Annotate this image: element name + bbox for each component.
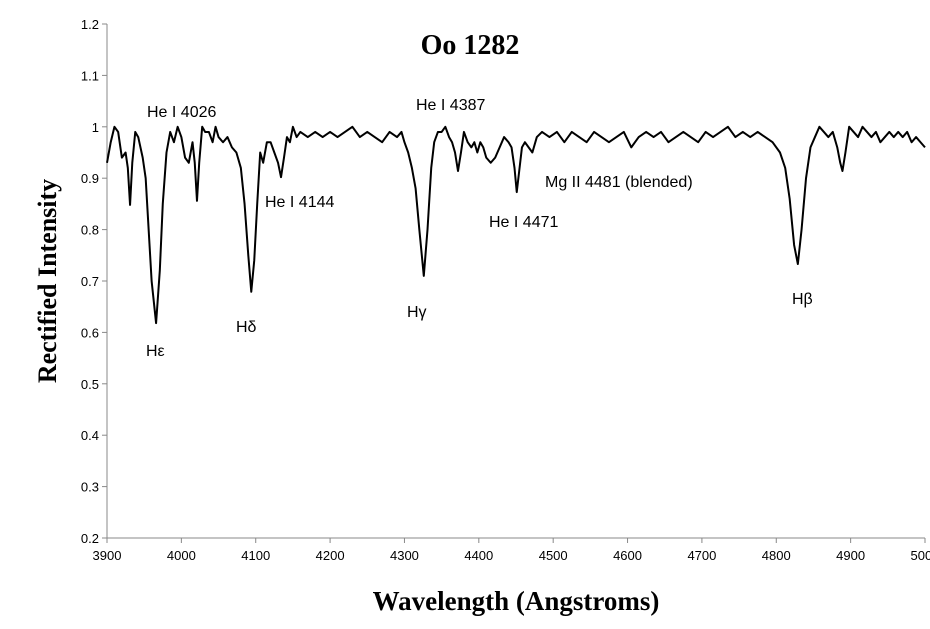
line-annotation: Mg II 4481 (blended) bbox=[545, 174, 693, 191]
y-tick-label: 0.4 bbox=[81, 428, 99, 443]
x-tick-label: 4500 bbox=[539, 548, 568, 563]
x-tick-label: 4400 bbox=[464, 548, 493, 563]
y-tick-label: 1.2 bbox=[81, 17, 99, 32]
line-annotation: He I 4144 bbox=[265, 194, 334, 211]
line-annotation: He I 4387 bbox=[416, 97, 485, 114]
spectrum-line bbox=[106, 125, 926, 325]
line-annotation: Hε bbox=[146, 343, 165, 360]
x-tick-label: 4300 bbox=[390, 548, 419, 563]
line-annotation: He I 4026 bbox=[147, 104, 216, 121]
y-tick-label: 0.7 bbox=[81, 274, 99, 289]
x-tick-label: 4100 bbox=[241, 548, 270, 563]
x-tick-label: 5000 bbox=[911, 548, 930, 563]
line-annotation: Hγ bbox=[407, 304, 427, 321]
x-tick-label: 4000 bbox=[167, 548, 196, 563]
chart-title: Oo 1282 bbox=[421, 30, 520, 61]
x-tick-label: 4900 bbox=[836, 548, 865, 563]
line-annotation: He I 4471 bbox=[489, 214, 558, 231]
y-axis-label: Rectified Intensity bbox=[33, 179, 62, 383]
x-tick-label: 4800 bbox=[762, 548, 791, 563]
y-tick-label: 1 bbox=[92, 120, 99, 135]
y-tick-label: 1.1 bbox=[81, 68, 99, 83]
x-tick-label: 4600 bbox=[613, 548, 642, 563]
x-axis-label: Wavelength (Angstroms) bbox=[373, 586, 660, 616]
y-tick-label: 0.8 bbox=[81, 223, 99, 238]
y-tick-label: 0.2 bbox=[81, 531, 99, 546]
line-annotation: Hδ bbox=[236, 319, 257, 336]
y-tick-label: 0.6 bbox=[81, 325, 99, 340]
x-tick-label: 4200 bbox=[316, 548, 345, 563]
y-tick-label: 0.3 bbox=[81, 480, 99, 495]
y-tick-label: 0.5 bbox=[81, 377, 99, 392]
line-annotation: Hβ bbox=[792, 291, 813, 308]
y-tick-label: 0.9 bbox=[81, 171, 99, 186]
x-tick-label: 3900 bbox=[93, 548, 122, 563]
x-tick-label: 4700 bbox=[687, 548, 716, 563]
